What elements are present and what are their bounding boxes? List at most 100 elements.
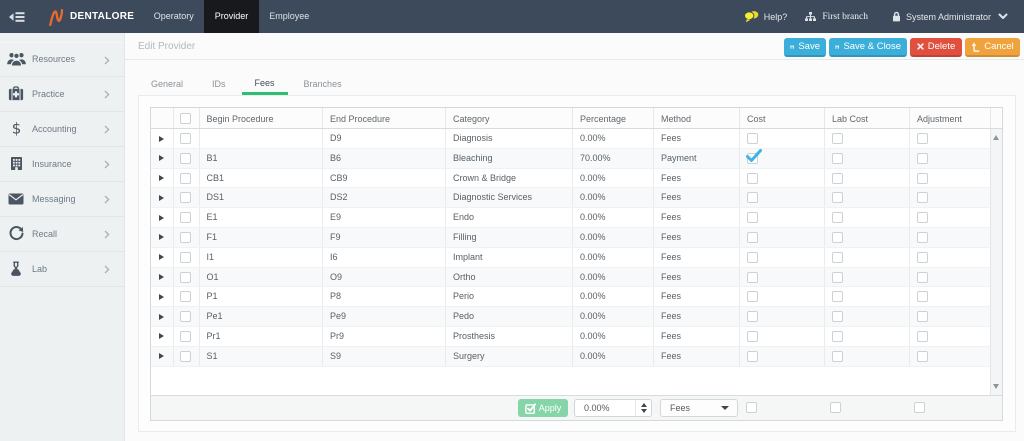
row-checkbox[interactable]: [180, 172, 191, 184]
grid-header-cell[interactable]: Begin Procedure: [200, 108, 323, 128]
top-menu-item-provider[interactable]: Provider: [204, 0, 259, 33]
sidebar-item-practice[interactable]: Practice: [0, 77, 124, 112]
method-select[interactable]: Fees: [660, 399, 738, 417]
apply-button[interactable]: Apply: [518, 399, 568, 417]
scroll-down-icon[interactable]: [993, 384, 999, 389]
cost-checkbox[interactable]: [747, 350, 758, 362]
row-checkbox[interactable]: [180, 291, 191, 303]
expand-row-icon[interactable]: [159, 155, 164, 162]
tab-fees[interactable]: Fees: [241, 60, 288, 95]
expand-row-icon[interactable]: [159, 293, 164, 300]
grid-header-cell[interactable]: Adjustment: [910, 108, 991, 128]
cost-checkbox[interactable]: [746, 148, 762, 164]
adjustment-checkbox[interactable]: [917, 271, 928, 283]
lab-cost-checkbox[interactable]: [832, 172, 843, 184]
sidebar-collapse-button[interactable]: [9, 0, 25, 33]
tab-branches[interactable]: Branches: [303, 79, 342, 89]
lab-cost-checkbox[interactable]: [832, 311, 843, 323]
row-checkbox[interactable]: [180, 133, 191, 144]
grid-header-cell[interactable]: Cost: [740, 108, 825, 128]
spinner-up-icon[interactable]: [640, 403, 647, 408]
row-checkbox[interactable]: [180, 311, 191, 323]
cost-checkbox[interactable]: [747, 330, 758, 342]
percentage-spinner[interactable]: 0.00%: [574, 399, 652, 417]
adjustment-checkbox[interactable]: [917, 311, 928, 323]
expand-row-icon[interactable]: [159, 214, 164, 221]
expand-row-icon[interactable]: [159, 175, 164, 182]
grid-header-cell[interactable]: End Procedure: [323, 108, 446, 128]
row-checkbox[interactable]: [180, 271, 191, 283]
top-menu-item-employee[interactable]: Employee: [269, 11, 310, 21]
brand[interactable]: DENTALORE: [48, 0, 134, 33]
tab-ids[interactable]: IDs: [212, 79, 226, 89]
cost-checkbox[interactable]: [747, 133, 758, 144]
row-checkbox[interactable]: [180, 330, 191, 342]
adjustment-checkbox[interactable]: [917, 291, 928, 303]
footer-lab-cost-checkbox[interactable]: [830, 402, 841, 413]
lab-cost-checkbox[interactable]: [832, 291, 843, 303]
adjustment-checkbox[interactable]: [917, 172, 928, 184]
expand-row-icon[interactable]: [159, 333, 164, 340]
sidebar-item-insurance[interactable]: Insurance: [0, 147, 124, 182]
cost-checkbox[interactable]: [747, 231, 758, 243]
branch-selector[interactable]: First branch: [822, 11, 868, 22]
chevron-down-icon[interactable]: [998, 13, 1008, 20]
sidebar-item-lab[interactable]: Lab: [0, 252, 124, 287]
adjustment-checkbox[interactable]: [917, 330, 928, 342]
grid-header-cell[interactable]: Category: [446, 108, 573, 128]
cost-checkbox[interactable]: [747, 291, 758, 303]
row-checkbox[interactable]: [180, 350, 191, 362]
expand-row-icon[interactable]: [159, 194, 164, 201]
lab-cost-checkbox[interactable]: [832, 133, 843, 144]
cancel-button[interactable]: Cancel: [965, 38, 1020, 57]
footer-cost-checkbox[interactable]: [746, 402, 757, 413]
select-all-checkbox[interactable]: [180, 113, 191, 124]
cost-checkbox[interactable]: [747, 271, 758, 283]
user-menu[interactable]: System Administrator: [905, 11, 991, 22]
vertical-scrollbar[interactable]: [990, 129, 1002, 395]
row-checkbox[interactable]: [180, 152, 191, 164]
cost-checkbox[interactable]: [747, 172, 758, 184]
top-menu-item-operatory[interactable]: Operatory: [153, 11, 194, 21]
grid-header-cell[interactable]: Percentage: [573, 108, 654, 128]
percentage-spinner-value[interactable]: 0.00%: [584, 403, 610, 413]
expand-row-icon[interactable]: [159, 274, 164, 281]
expand-row-icon[interactable]: [159, 254, 164, 261]
sidebar-item-messaging[interactable]: Messaging: [0, 182, 124, 217]
lab-cost-checkbox[interactable]: [832, 231, 843, 243]
adjustment-checkbox[interactable]: [917, 192, 928, 204]
row-checkbox[interactable]: [180, 231, 191, 243]
lab-cost-checkbox[interactable]: [832, 350, 843, 362]
help-link[interactable]: Help?: [763, 11, 788, 22]
lab-cost-checkbox[interactable]: [832, 212, 843, 224]
adjustment-checkbox[interactable]: [917, 350, 928, 362]
lab-cost-checkbox[interactable]: [832, 251, 843, 263]
expand-row-icon[interactable]: [159, 353, 164, 360]
sidebar-item-recall[interactable]: Recall: [0, 217, 124, 252]
row-checkbox[interactable]: [180, 251, 191, 263]
save-button[interactable]: Save: [784, 38, 826, 57]
delete-button[interactable]: Delete: [910, 38, 962, 57]
adjustment-checkbox[interactable]: [917, 152, 928, 164]
scroll-up-icon[interactable]: [993, 135, 999, 140]
expand-row-icon[interactable]: [159, 313, 164, 320]
lab-cost-checkbox[interactable]: [832, 330, 843, 342]
expand-row-icon[interactable]: [159, 135, 164, 142]
row-checkbox[interactable]: [180, 192, 191, 204]
footer-adjustment-checkbox[interactable]: [914, 402, 925, 413]
adjustment-checkbox[interactable]: [917, 133, 928, 144]
adjustment-checkbox[interactable]: [917, 251, 928, 263]
adjustment-checkbox[interactable]: [917, 212, 928, 224]
cost-checkbox[interactable]: [747, 251, 758, 263]
grid-header-cell[interactable]: Method: [654, 108, 740, 128]
sidebar-item-accounting[interactable]: $ Accounting: [0, 112, 124, 147]
lab-cost-checkbox[interactable]: [832, 271, 843, 283]
tab-general[interactable]: General: [151, 79, 184, 89]
save-and-close-button[interactable]: Save & Close: [829, 38, 907, 57]
adjustment-checkbox[interactable]: [917, 231, 928, 243]
spinner-down-icon[interactable]: [640, 408, 647, 413]
lab-cost-checkbox[interactable]: [832, 192, 843, 204]
row-checkbox[interactable]: [180, 212, 191, 224]
cost-checkbox[interactable]: [747, 311, 758, 323]
grid-header-cell[interactable]: Lab Cost: [825, 108, 910, 128]
